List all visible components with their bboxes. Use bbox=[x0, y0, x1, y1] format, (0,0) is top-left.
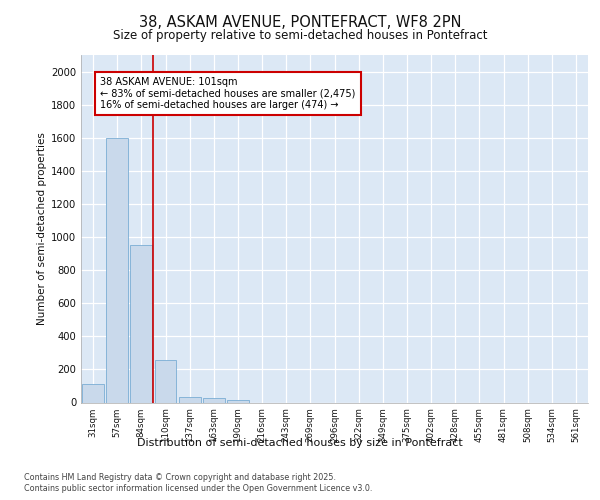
Bar bbox=[130, 246, 152, 402]
Bar bbox=[106, 138, 128, 402]
Bar bbox=[179, 396, 200, 402]
Bar bbox=[155, 360, 176, 403]
Bar bbox=[203, 398, 224, 402]
Text: 38, ASKAM AVENUE, PONTEFRACT, WF8 2PN: 38, ASKAM AVENUE, PONTEFRACT, WF8 2PN bbox=[139, 15, 461, 30]
Text: Size of property relative to semi-detached houses in Pontefract: Size of property relative to semi-detach… bbox=[113, 29, 487, 42]
Bar bbox=[227, 400, 249, 402]
Text: Distribution of semi-detached houses by size in Pontefract: Distribution of semi-detached houses by … bbox=[137, 438, 463, 448]
Y-axis label: Number of semi-detached properties: Number of semi-detached properties bbox=[37, 132, 47, 325]
Text: Contains HM Land Registry data © Crown copyright and database right 2025.: Contains HM Land Registry data © Crown c… bbox=[24, 472, 336, 482]
Text: 38 ASKAM AVENUE: 101sqm
← 83% of semi-detached houses are smaller (2,475)
16% of: 38 ASKAM AVENUE: 101sqm ← 83% of semi-de… bbox=[100, 76, 356, 110]
Bar bbox=[82, 384, 104, 402]
Text: Contains public sector information licensed under the Open Government Licence v3: Contains public sector information licen… bbox=[24, 484, 373, 493]
